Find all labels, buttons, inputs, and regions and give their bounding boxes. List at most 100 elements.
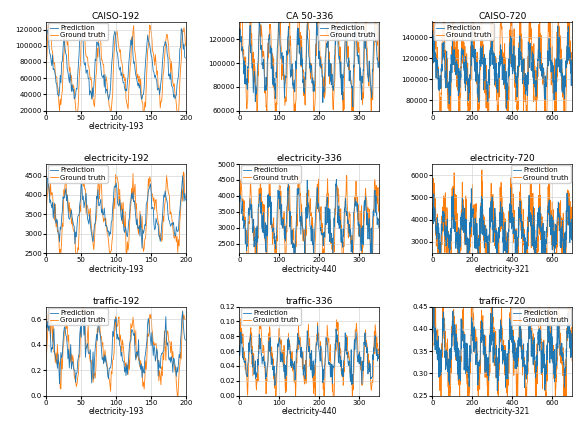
Ground truth (175, 398, 181, 403)
Ground truth (318, 61, 325, 67)
Ground truth (370, 206, 377, 212)
Prediction (429, 338, 436, 343)
Title: electricity-720: electricity-720 (469, 154, 535, 163)
Line: Prediction: Prediction (239, 180, 379, 261)
Prediction (310, 371, 317, 376)
Ground truth (172, 91, 179, 96)
Ground truth (273, 100, 280, 105)
Ground truth (521, 80, 528, 85)
Line: Ground truth: Ground truth (46, 25, 186, 120)
Line: Ground truth: Ground truth (46, 307, 186, 400)
Prediction (43, 193, 50, 198)
Ground truth (374, 341, 381, 346)
Ground truth (51, 218, 58, 223)
Ground truth (321, 403, 328, 408)
Prediction (51, 68, 58, 74)
Prediction (374, 359, 381, 364)
Ground truth (555, 311, 562, 316)
Line: Prediction: Prediction (46, 29, 186, 100)
Line: Ground truth: Ground truth (46, 167, 186, 261)
Line: Ground truth: Ground truth (239, 319, 379, 405)
Prediction (463, 351, 470, 356)
Ground truth (236, 213, 243, 218)
Ground truth (569, 219, 576, 224)
Ground truth (236, 364, 243, 369)
Line: Ground truth: Ground truth (239, 164, 379, 270)
Prediction (51, 350, 58, 355)
Prediction (171, 229, 177, 234)
Prediction (182, 55, 189, 61)
Prediction (429, 215, 436, 221)
Prediction (236, 37, 243, 43)
Ground truth (375, 203, 382, 208)
Ground truth (80, 309, 87, 314)
Prediction (49, 63, 55, 68)
Prediction (473, 245, 480, 250)
Prediction (375, 225, 382, 230)
Ground truth (176, 79, 183, 84)
Prediction (49, 205, 55, 210)
Prediction (468, 326, 475, 332)
Prediction (374, 55, 381, 61)
Line: Prediction: Prediction (46, 311, 186, 384)
Ground truth (176, 218, 183, 223)
Prediction (301, 364, 307, 369)
Line: Prediction: Prediction (46, 176, 186, 248)
Legend: Prediction, Ground truth: Prediction, Ground truth (434, 23, 494, 40)
Ground truth (49, 49, 56, 54)
Ground truth (538, 236, 544, 241)
Prediction (463, 237, 470, 242)
Prediction (555, 215, 562, 220)
Ground truth (546, 157, 553, 162)
Line: Prediction: Prediction (239, 326, 379, 385)
Line: Prediction: Prediction (432, 188, 572, 267)
Ground truth (49, 318, 55, 323)
Prediction (313, 14, 320, 19)
Ground truth (310, 121, 317, 126)
Ground truth (374, 36, 381, 41)
Ground truth (310, 363, 317, 368)
Ground truth (370, 349, 377, 354)
Ground truth (106, 258, 113, 263)
Prediction (236, 193, 243, 198)
Prediction (182, 338, 189, 343)
Title: electricity-336: electricity-336 (276, 154, 342, 163)
Prediction (272, 383, 279, 388)
Prediction (569, 354, 576, 359)
Prediction (468, 212, 475, 218)
Prediction (473, 339, 480, 344)
Title: CA 50-336: CA 50-336 (286, 12, 333, 21)
Ground truth (447, 286, 454, 291)
Prediction (494, 388, 501, 393)
Prediction (105, 97, 112, 102)
Ground truth (538, 372, 545, 377)
Prediction (69, 215, 76, 220)
Prediction (374, 215, 381, 221)
Ground truth (538, 58, 545, 63)
Ground truth (182, 317, 189, 322)
X-axis label: electricity-193: electricity-193 (88, 264, 144, 273)
Ground truth (51, 348, 58, 353)
Prediction (49, 345, 55, 350)
Ground truth (282, 267, 289, 273)
Prediction (375, 59, 382, 64)
Ground truth (171, 362, 177, 367)
Ground truth (375, 59, 382, 64)
Prediction (349, 104, 356, 109)
Ground truth (473, 57, 480, 62)
X-axis label: electricity-440: electricity-440 (281, 407, 337, 416)
Ground truth (464, 372, 470, 378)
Ground truth (237, 316, 244, 321)
Prediction (69, 359, 76, 364)
X-axis label: electricity-321: electricity-321 (475, 407, 530, 416)
Ground truth (370, 70, 377, 75)
Prediction (521, 75, 528, 80)
Ground truth (273, 233, 280, 238)
Prediction (171, 356, 177, 362)
Prediction (333, 177, 340, 182)
Ground truth (69, 85, 76, 90)
Ground truth (73, 117, 80, 123)
Ground truth (300, 93, 307, 98)
Ground truth (374, 201, 381, 206)
Ground truth (257, 161, 264, 166)
